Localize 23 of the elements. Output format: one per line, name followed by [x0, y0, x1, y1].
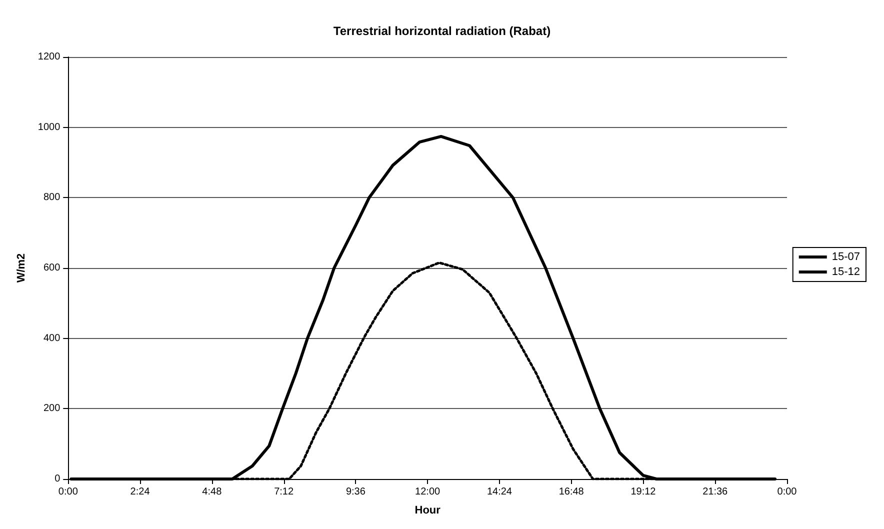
y-tick-label: 200 [43, 403, 61, 414]
y-tick-label: 600 [43, 262, 61, 274]
x-tick-label: 2:24 [130, 486, 150, 498]
x-tick-label: 12:00 [415, 486, 441, 498]
x-tick-label: 4:48 [202, 486, 222, 498]
y-axis-title: W/m2 [16, 253, 28, 283]
x-tick-label: 19:12 [630, 486, 656, 498]
y-tick-label: 1000 [38, 122, 61, 133]
x-tick-label: 16:48 [558, 486, 584, 498]
x-tick-label: 7:12 [274, 486, 294, 498]
legend-label: 15-07 [832, 251, 860, 263]
x-tick-label: 0:00 [777, 486, 798, 498]
y-tick-label: 1200 [38, 52, 61, 62]
x-tick-label: 9:36 [346, 486, 366, 498]
y-tick-label: 0 [54, 474, 61, 484]
x-tick-label: 14:24 [486, 486, 512, 498]
y-tick-label: 800 [43, 192, 61, 204]
y-tick-label: 400 [43, 332, 61, 344]
legend-label: 15-12 [832, 266, 860, 278]
chart-title: Terrestrial horizontal radiation (Rabat) [333, 24, 551, 38]
x-tick-label: 21:36 [702, 486, 728, 498]
x-axis-title: Hour [414, 504, 442, 516]
x-tick-label: 0:00 [58, 486, 78, 498]
